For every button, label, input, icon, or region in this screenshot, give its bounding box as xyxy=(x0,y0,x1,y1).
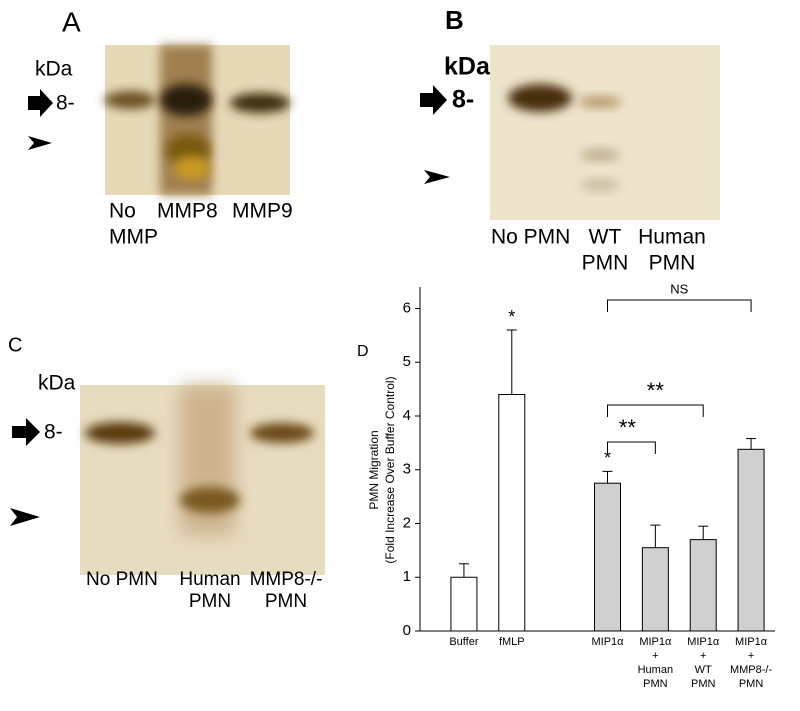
x-tick-label: MIP1α xyxy=(735,636,768,648)
bracket xyxy=(607,404,704,417)
y-tick-label: 6 xyxy=(403,299,411,316)
gel-c xyxy=(10,385,325,575)
lane-label: MMP xyxy=(109,226,158,249)
lane-label: PMN xyxy=(189,591,231,612)
unit-label: kDa xyxy=(38,372,76,395)
bar xyxy=(737,448,765,632)
panel-label: A xyxy=(62,6,81,37)
lane-label: MMP8-/- xyxy=(250,569,323,590)
x-tick-label: PMN xyxy=(691,678,716,690)
y-axis-label: PMN Migration xyxy=(367,430,381,509)
marker-label: 8- xyxy=(56,92,75,115)
significance-star: * xyxy=(604,448,611,468)
panel-label: D xyxy=(357,343,369,360)
x-tick-label: Human xyxy=(638,664,673,676)
panel-label: B xyxy=(445,5,464,35)
y-tick-label: 2 xyxy=(403,514,411,531)
lane-label: MMP9 xyxy=(232,200,293,223)
bracket xyxy=(607,441,656,454)
unit-label: kDa xyxy=(35,58,73,81)
lane-label: Human xyxy=(179,569,240,590)
lane-label: WT xyxy=(589,226,622,249)
x-tick-label: MMP8-/- xyxy=(730,664,773,676)
gel-b xyxy=(420,45,720,220)
x-tick-label: + xyxy=(748,650,754,662)
y-tick-label: 5 xyxy=(403,353,411,370)
x-tick-label: MIP1α xyxy=(591,636,624,648)
bar xyxy=(498,394,526,632)
y-tick-label: 3 xyxy=(403,461,411,478)
y-tick-label: 4 xyxy=(403,407,411,424)
bracket-label: ** xyxy=(619,415,637,440)
lane-label: No PMN xyxy=(86,569,158,590)
significance-star: * xyxy=(508,307,515,327)
bar xyxy=(689,539,717,632)
marker-label: 8- xyxy=(452,86,474,114)
lane-label: Human xyxy=(638,226,706,249)
lane-label: No xyxy=(109,200,136,223)
x-tick-label: fMLP xyxy=(499,636,525,648)
bar xyxy=(450,576,478,632)
panel-label: C xyxy=(8,334,22,356)
marker-label: 8- xyxy=(44,421,63,444)
x-tick-label: MIP1α xyxy=(639,636,672,648)
x-tick-label: Buffer xyxy=(449,636,478,648)
x-tick-label: MIP1α xyxy=(687,636,720,648)
lane-label: MMP8 xyxy=(157,200,218,223)
lane-label: PMN xyxy=(265,591,307,612)
lane-label: PMN xyxy=(582,252,629,275)
bar xyxy=(641,547,669,632)
y-tick-label: 0 xyxy=(403,622,411,639)
x-tick-label: + xyxy=(652,650,658,662)
lane-label: PMN xyxy=(649,252,696,275)
bracket-label: ** xyxy=(647,378,665,403)
lane-label: No PMN xyxy=(491,226,570,249)
bar xyxy=(594,482,621,632)
x-tick-label: PMN xyxy=(643,678,668,690)
y-axis-label: (Fold Increase Over Buffer Control) xyxy=(383,376,397,563)
x-tick-label: WT xyxy=(695,664,712,676)
y-tick-label: 1 xyxy=(403,568,411,585)
gel-a xyxy=(28,45,290,195)
x-tick-label: + xyxy=(700,650,706,662)
bracket xyxy=(607,299,752,312)
x-tick-label: PMN xyxy=(739,678,764,690)
bracket-label: NS xyxy=(670,281,688,296)
unit-label: kDa xyxy=(444,53,491,81)
